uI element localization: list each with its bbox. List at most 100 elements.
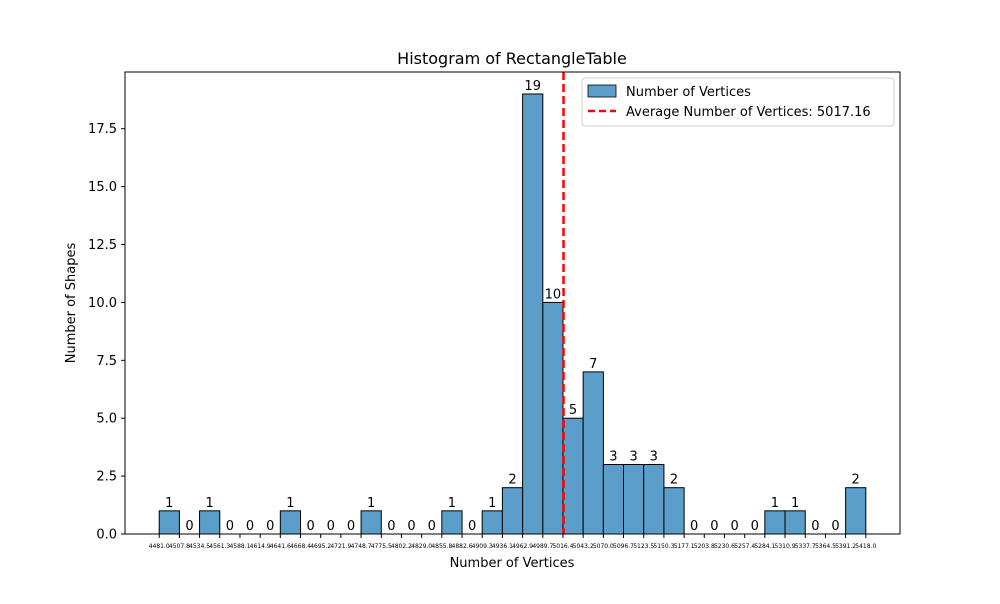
x-tick-label: 4614.9 [250,543,271,550]
legend-label-average: Average Number of Vertices: 5017.16 [626,105,871,120]
bar-count-label: 3 [650,450,658,465]
y-tick-label: 7.5 [96,354,117,369]
bar-count-label: 0 [347,519,355,534]
bar-count-label: 0 [710,519,718,534]
y-tick-label: 17.5 [88,122,117,137]
y-tick-label: 12.5 [88,238,117,253]
x-tick-label: 4802.2 [391,543,412,550]
histogram-bar [784,510,806,535]
bar-count-label: 2 [670,473,678,488]
y-tick-label: 15.0 [88,180,117,195]
x-tick-label: 4721.9 [330,543,351,550]
x-tick-label: 4829.0 [411,543,432,550]
bar-count-label: 0 [185,519,193,534]
legend-box [581,77,895,127]
x-tick-label: 5203.8 [694,543,715,550]
legend-label-histogram: Number of Vertices [626,85,751,100]
histogram-bar [663,487,685,535]
y-tick-label: 10.0 [88,296,117,311]
histogram-bar [845,487,867,535]
bar-count-label: 2 [852,473,860,488]
chart-title: Histogram of RectangleTable [397,49,627,68]
x-tick-label: 5257.4 [734,543,755,550]
plot-frame [124,71,901,535]
bar-count-label: 0 [811,519,819,534]
x-tick-label: 4936.1 [492,543,513,550]
histogram-bar [764,510,786,535]
x-tick-label: 4534.5 [189,543,210,550]
bar-count-label: 0 [428,519,436,534]
y-tick-label: 5.0 [96,412,117,427]
histogram-bar [360,510,382,535]
x-tick-label: 5418.0 [855,543,876,550]
y-tick-label: 0.0 [96,528,117,543]
x-tick-label: 4641.6 [270,543,291,550]
bar-count-label: 1 [165,496,173,511]
x-tick-label: 4855.8 [431,543,452,550]
histogram-bar [643,464,665,535]
legend-swatch-histogram [587,84,617,98]
y-ticks-layer: 0.0 2.5 5.0 7.5 10.0 12.5 15.0 17.5 [88,122,125,543]
y-tick-label: 2.5 [96,470,117,485]
x-tick-label: 4668.4 [290,543,311,550]
bar-count-label: 3 [609,450,617,465]
legend: Number of Vertices Average Number of Ver… [581,77,895,127]
x-tick-label: 4909.3 [472,543,493,550]
bar-count-label: 1 [448,496,456,511]
x-tick-label: 4481.0 [149,543,170,550]
x-tick-label: 5284.1 [754,543,775,550]
x-tick-label: 5310.9 [775,543,796,550]
bar-count-label: 0 [387,519,395,534]
x-tick-label: 4507.8 [169,543,190,550]
histogram-bar [542,301,564,535]
x-tick-label: 5177.1 [674,543,695,550]
x-tick-label: 5337.7 [795,543,816,550]
x-tick-label: 5230.6 [714,543,735,550]
bar-count-label: 0 [327,519,335,534]
bar-count-label: 0 [751,519,759,534]
bar-count-label: 10 [545,287,562,302]
histogram-bar [501,487,524,535]
histogram-bar [279,510,302,535]
x-tick-label: 4561.3 [209,543,230,550]
bar-count-label: 1 [206,496,214,511]
x-tick-label: 4962.9 [512,543,533,550]
bar-count-label: 2 [508,473,516,488]
bar-count-label: 0 [690,519,698,534]
bar-count-label: 1 [771,496,779,511]
bar-count-label: 1 [791,496,799,511]
bar-count-label: 1 [286,496,294,511]
x-tick-label: 5096.7 [613,543,634,550]
x-tick-label: 5070.0 [593,543,614,550]
x-axis-label: Number of Vertices [450,556,575,571]
x-tick-label: 4748.7 [351,543,372,550]
x-tick-label: 4882.6 [452,543,473,550]
bar-count-label: 0 [226,519,234,534]
bar-count-label: 0 [306,519,314,534]
histogram-bar [522,93,544,535]
bar-count-label: 1 [367,496,375,511]
histogram-bar [481,510,503,535]
bar-count-label: 1 [488,496,496,511]
bar-count-label: 0 [266,519,274,534]
bar-count-label: 0 [831,519,839,534]
bar-count-label: 19 [524,79,541,94]
bar-count-label: 3 [629,450,637,465]
bar-count-label: 0 [468,519,476,534]
histogram-bar [158,510,180,535]
x-tick-label: 4775.5 [371,543,392,550]
x-tick-label: 4588.1 [229,543,250,550]
x-tick-label: 5016.4 [552,543,573,550]
histogram-bar [602,464,625,535]
histogram-bar [623,464,645,535]
histogram-bar [582,371,604,535]
x-tick-label: 5043.2 [573,543,594,550]
x-ticks-layer: 4481.0 4507.8 4534.5 4561.3 4588.1 4614.9 4641… [149,534,876,550]
x-tick-label: 4989.7 [532,543,553,550]
bar-count-label: 7 [589,357,597,372]
bars-layer [158,93,867,535]
x-tick-label: 5123.5 [633,543,654,550]
y-axis-label: Number of Shapes [64,243,79,364]
